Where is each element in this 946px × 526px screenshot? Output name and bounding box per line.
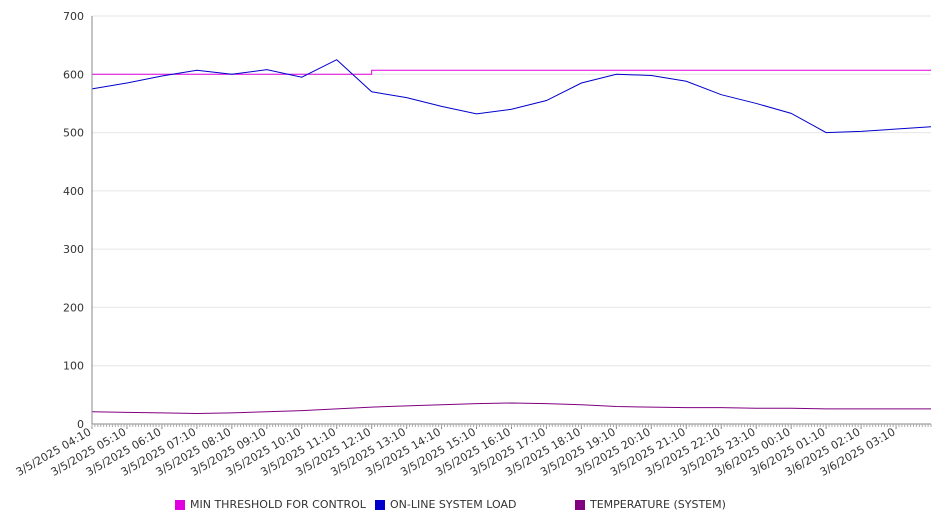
legend-label-system-load: ON-LINE SYSTEM LOAD [390, 498, 517, 511]
y-tick-label-200: 200 [63, 301, 84, 314]
legend-swatch-temperature [575, 499, 585, 510]
legend: MIN THRESHOLD FOR CONTROL ON-LINE SYSTEM… [0, 498, 946, 514]
legend-item-min-threshold: MIN THRESHOLD FOR CONTROL [175, 498, 366, 511]
legend-swatch-min-threshold [175, 499, 185, 510]
legend-swatch-system-load [375, 499, 385, 510]
grid-lines [92, 15, 931, 367]
y-tick-label-0: 0 [77, 418, 84, 431]
y-tick-label-600: 600 [63, 68, 84, 81]
series-lines [91, 59, 932, 415]
series-line-2 [91, 402, 931, 415]
y-tick-label-400: 400 [63, 185, 84, 198]
y-tick-label-300: 300 [63, 243, 84, 256]
x-axis-ticks: 3/5/2025 04:103/5/2025 05:103/5/2025 06:… [14, 424, 898, 479]
legend-item-system-load: ON-LINE SYSTEM LOAD [375, 498, 516, 511]
y-tick-label-500: 500 [63, 127, 84, 140]
legend-item-temperature: TEMPERATURE (SYSTEM) [575, 498, 726, 511]
legend-label-min-threshold: MIN THRESHOLD FOR CONTROL [190, 498, 366, 511]
y-tick-label-100: 100 [63, 360, 84, 373]
series-line-1 [91, 59, 932, 134]
axes [91, 16, 932, 427]
y-tick-label-700: 700 [63, 10, 84, 23]
legend-label-temperature: TEMPERATURE (SYSTEM) [590, 498, 726, 511]
y-axis-ticks: 0 100 200 300 400 500 600 700 [63, 10, 84, 431]
